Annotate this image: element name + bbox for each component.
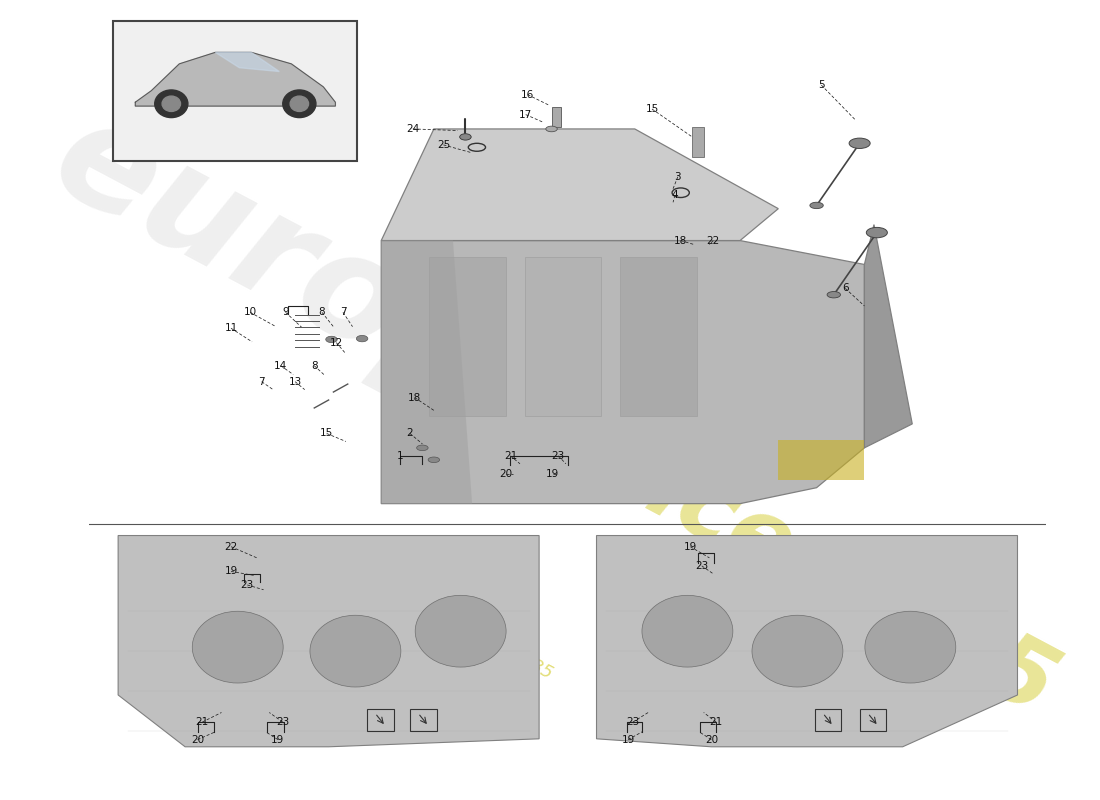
Text: 20: 20 <box>705 734 718 745</box>
Text: 23: 23 <box>241 580 254 590</box>
Polygon shape <box>135 52 336 106</box>
Text: 19: 19 <box>546 469 559 479</box>
Text: 21: 21 <box>196 717 209 727</box>
Text: 1: 1 <box>397 451 404 461</box>
Bar <box>620 257 697 416</box>
Ellipse shape <box>417 445 428 450</box>
Text: 3: 3 <box>674 172 681 182</box>
Bar <box>113 22 358 161</box>
Text: 19: 19 <box>224 566 238 577</box>
Text: 22: 22 <box>224 542 238 552</box>
Text: 20: 20 <box>191 734 205 745</box>
Text: 9: 9 <box>283 307 289 318</box>
Ellipse shape <box>810 202 823 209</box>
Text: 17: 17 <box>519 110 532 119</box>
Text: 24: 24 <box>406 124 419 134</box>
Bar <box>551 107 561 127</box>
Text: 7: 7 <box>258 377 265 386</box>
Bar <box>815 709 842 731</box>
Bar <box>367 709 394 731</box>
Ellipse shape <box>460 134 471 140</box>
Text: a passion for motors since 1985: a passion for motors since 1985 <box>293 531 557 683</box>
Text: 8: 8 <box>311 361 318 370</box>
Text: 15: 15 <box>646 104 659 114</box>
Ellipse shape <box>827 291 840 298</box>
Text: 19: 19 <box>684 542 697 552</box>
Polygon shape <box>382 129 779 241</box>
Bar <box>525 257 602 416</box>
Ellipse shape <box>849 138 870 149</box>
Text: 8: 8 <box>319 307 326 318</box>
Text: 5: 5 <box>818 80 825 90</box>
Ellipse shape <box>428 457 440 462</box>
Text: 19: 19 <box>272 734 285 745</box>
Polygon shape <box>382 241 865 504</box>
Text: since 1985: since 1985 <box>524 385 1071 734</box>
Text: 19: 19 <box>621 734 635 745</box>
Text: 12: 12 <box>330 338 343 347</box>
Text: 7: 7 <box>340 307 346 318</box>
Text: 22: 22 <box>706 235 719 246</box>
Bar <box>410 709 437 731</box>
Ellipse shape <box>356 335 367 342</box>
Ellipse shape <box>752 615 843 687</box>
Polygon shape <box>382 241 472 504</box>
Bar <box>859 709 887 731</box>
Ellipse shape <box>326 336 338 342</box>
Text: 23: 23 <box>695 561 708 571</box>
Text: 14: 14 <box>274 361 287 370</box>
Text: 15: 15 <box>320 429 333 438</box>
Bar <box>692 126 704 157</box>
Text: 2: 2 <box>407 429 414 438</box>
Text: 6: 6 <box>842 283 848 294</box>
Ellipse shape <box>415 595 506 667</box>
Ellipse shape <box>310 615 400 687</box>
Text: 23: 23 <box>626 717 639 727</box>
Ellipse shape <box>642 595 733 667</box>
Ellipse shape <box>865 611 956 683</box>
Text: 10: 10 <box>243 307 256 318</box>
Circle shape <box>162 96 180 111</box>
Polygon shape <box>865 225 912 448</box>
Ellipse shape <box>546 126 558 132</box>
Text: 11: 11 <box>224 323 238 334</box>
Text: 18: 18 <box>408 393 421 402</box>
Ellipse shape <box>192 611 283 683</box>
Text: 13: 13 <box>288 377 301 386</box>
Text: 21: 21 <box>504 451 517 461</box>
Text: 23: 23 <box>551 451 565 461</box>
Text: 23: 23 <box>276 717 289 727</box>
Text: 21: 21 <box>710 717 723 727</box>
Bar <box>429 257 506 416</box>
Text: 18: 18 <box>674 235 688 246</box>
Text: 4: 4 <box>672 190 679 200</box>
Text: europes: europes <box>31 86 684 522</box>
Text: 16: 16 <box>521 90 535 100</box>
Polygon shape <box>596 535 1018 746</box>
Circle shape <box>290 96 309 111</box>
Bar <box>779 440 865 480</box>
Polygon shape <box>118 535 539 746</box>
Text: 25: 25 <box>437 140 450 150</box>
Text: 20: 20 <box>499 469 513 479</box>
Polygon shape <box>216 52 279 71</box>
Circle shape <box>283 90 316 118</box>
Circle shape <box>155 90 188 118</box>
Ellipse shape <box>867 227 888 238</box>
